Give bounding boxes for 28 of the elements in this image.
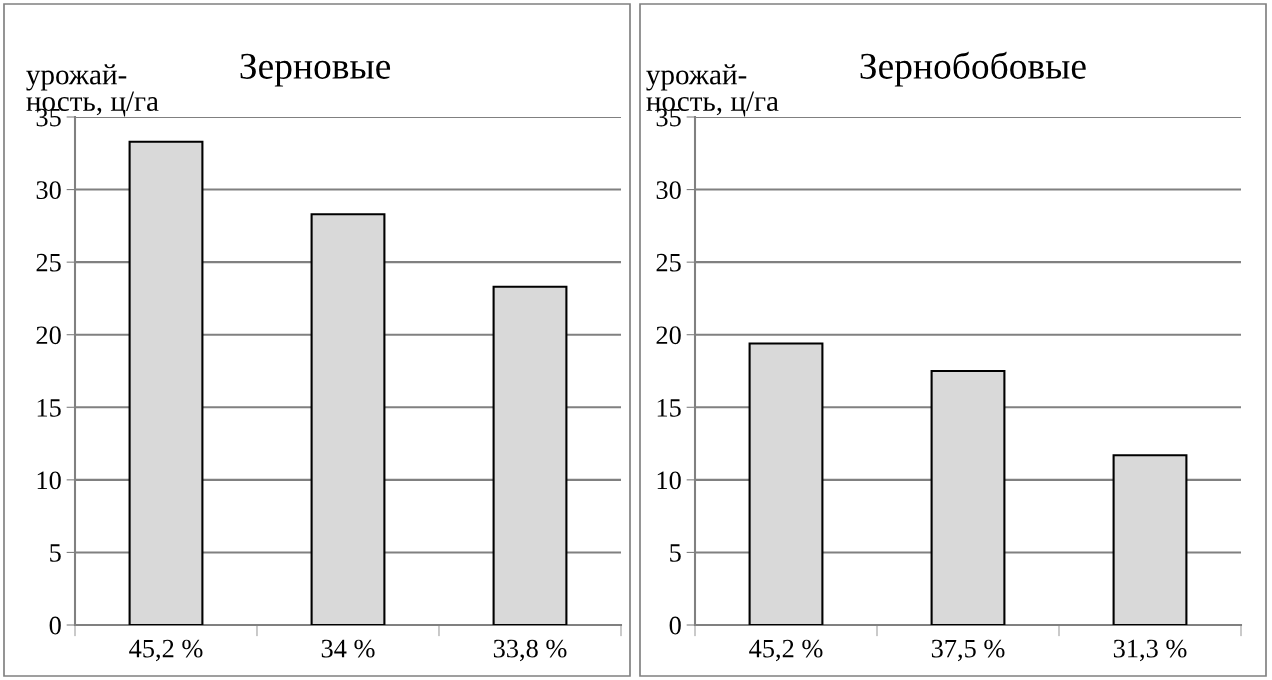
y-tick-label: 5 (670, 544, 681, 562)
y-tick-label: 5 (50, 544, 61, 562)
y-tick-label: 30 (656, 181, 681, 199)
y-tick-label: 20 (656, 326, 681, 345)
chart-title: Зерновые (240, 53, 391, 87)
bar (492, 285, 568, 625)
x-tick-label: 45,2 % (129, 639, 203, 662)
y-tick-label: 0 (49, 616, 61, 635)
y-tick-label: 0 (669, 616, 681, 635)
x-tick-label: 34 % (321, 639, 375, 658)
y-tick-label: 25 (36, 253, 61, 272)
x-tick-label: 37,5 % (931, 639, 1005, 662)
y-tick-label: 10 (657, 471, 681, 490)
x-tick-label: 31,3 % (1113, 639, 1187, 662)
bar (128, 140, 204, 625)
x-tick-label: 33,8 % (493, 639, 567, 662)
y-tick-label: 15 (37, 399, 61, 417)
bar (930, 369, 1006, 625)
x-tick-label: 45,2 % (749, 639, 823, 662)
y-tick-label: 25 (656, 253, 681, 272)
y-tick-label: 10 (37, 471, 61, 490)
chart-title: Зернобобовые (860, 51, 1086, 87)
bar (1112, 454, 1188, 625)
y-tick-label: 30 (36, 181, 61, 199)
bar (748, 342, 824, 625)
y-tick-label: 20 (36, 326, 61, 345)
bar (310, 213, 386, 625)
y-tick-label: 15 (657, 399, 681, 417)
